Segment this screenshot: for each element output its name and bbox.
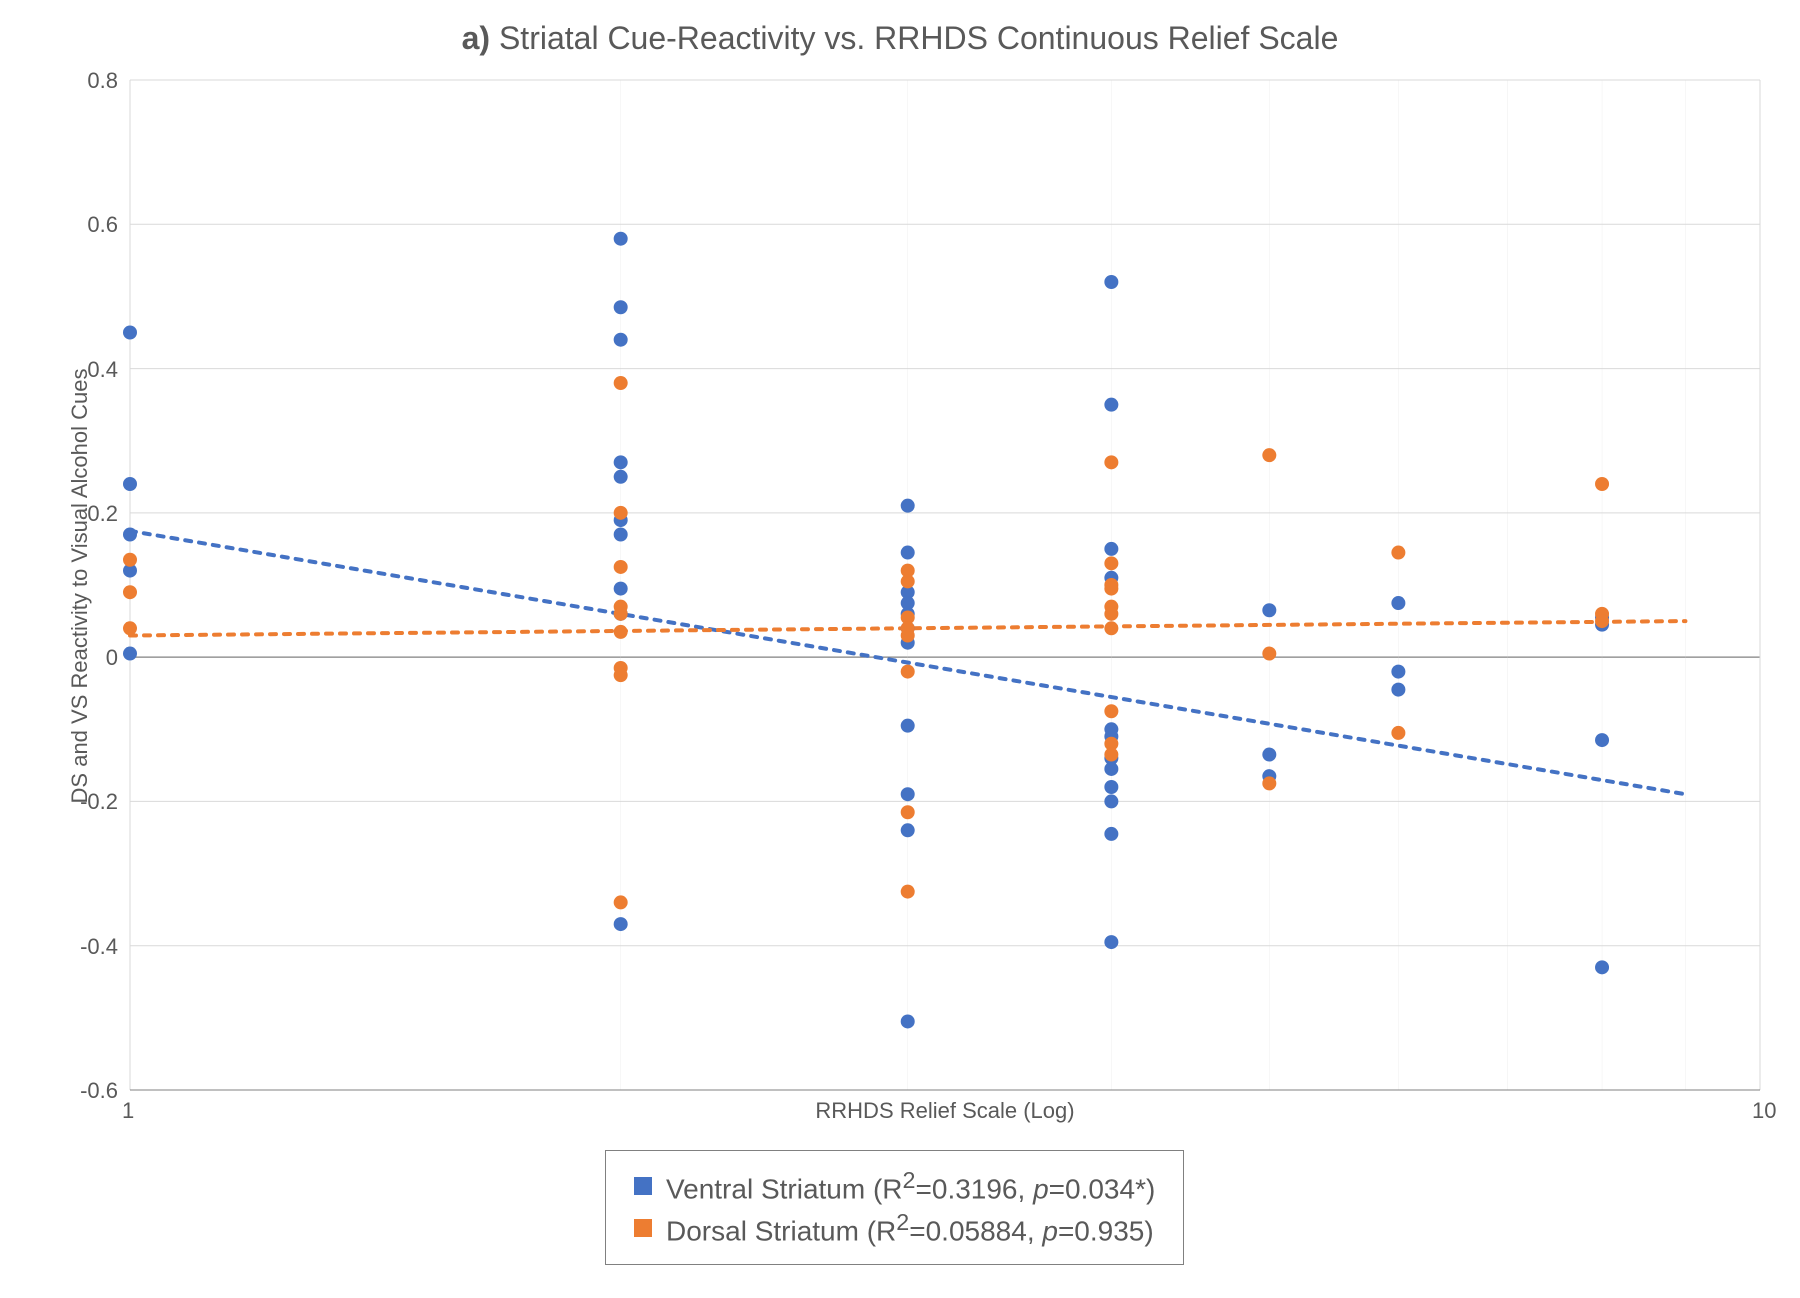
data-point: [901, 719, 915, 733]
data-point: [901, 574, 915, 588]
data-point: [614, 300, 628, 314]
data-point: [1104, 607, 1118, 621]
data-point: [901, 787, 915, 801]
data-point: [1262, 647, 1276, 661]
data-point: [1104, 762, 1118, 776]
scatter-plot: [20, 20, 1790, 1120]
data-point: [123, 553, 137, 567]
data-point: [1391, 596, 1405, 610]
y-axis-label: DS and VS Reactivity to Visual Alcohol C…: [67, 336, 93, 836]
data-point: [901, 885, 915, 899]
data-point: [1104, 704, 1118, 718]
data-point: [614, 607, 628, 621]
data-point: [901, 499, 915, 513]
data-point: [1104, 748, 1118, 762]
legend: Ventral Striatum (R2=0.3196, p=0.034*) Do…: [605, 1150, 1184, 1265]
y-tick-label: 0.8: [87, 68, 118, 94]
data-point: [614, 232, 628, 246]
data-point: [901, 823, 915, 837]
data-point: [1104, 455, 1118, 469]
x-tick-label: 1: [122, 1098, 134, 1124]
legend-marker: [634, 1177, 652, 1195]
data-point: [1104, 275, 1118, 289]
data-point: [1391, 665, 1405, 679]
y-tick-label: 0.2: [87, 501, 118, 527]
y-tick-label: 0.6: [87, 212, 118, 238]
data-point: [901, 621, 915, 635]
data-point: [123, 585, 137, 599]
data-point: [1104, 542, 1118, 556]
data-point: [614, 895, 628, 909]
data-point: [1262, 748, 1276, 762]
y-tick-label: -0.6: [80, 1078, 118, 1104]
data-point: [614, 625, 628, 639]
data-point: [1595, 614, 1609, 628]
data-point: [614, 333, 628, 347]
data-point: [1104, 827, 1118, 841]
data-point: [901, 1014, 915, 1028]
legend-text: Ventral Striatum (R2=0.3196, p=0.034*): [666, 1167, 1155, 1205]
y-tick-label: -0.2: [80, 789, 118, 815]
data-point: [901, 546, 915, 560]
y-tick-label: -0.4: [80, 934, 118, 960]
legend-row: Dorsal Striatum (R2=0.05884, p=0.935): [634, 1209, 1155, 1247]
data-point: [614, 528, 628, 542]
data-point: [614, 455, 628, 469]
data-point: [614, 470, 628, 484]
data-point: [901, 665, 915, 679]
legend-text: Dorsal Striatum (R2=0.05884, p=0.935): [666, 1209, 1154, 1247]
data-point: [1104, 556, 1118, 570]
data-point: [1104, 582, 1118, 596]
data-point: [1104, 935, 1118, 949]
data-point: [1104, 794, 1118, 808]
data-point: [123, 528, 137, 542]
data-point: [1262, 776, 1276, 790]
data-point: [123, 477, 137, 491]
data-point: [1104, 621, 1118, 635]
data-point: [1595, 960, 1609, 974]
data-point: [614, 582, 628, 596]
x-tick-label: 10: [1752, 1098, 1776, 1124]
data-point: [1262, 448, 1276, 462]
data-point: [1391, 683, 1405, 697]
x-axis-label: RRHDS Relief Scale (Log): [795, 1098, 1095, 1124]
data-point: [1262, 603, 1276, 617]
data-point: [1391, 726, 1405, 740]
y-tick-label: 0: [106, 645, 118, 671]
data-point: [614, 668, 628, 682]
data-point: [614, 376, 628, 390]
data-point: [123, 647, 137, 661]
data-point: [1595, 477, 1609, 491]
data-point: [1104, 398, 1118, 412]
data-point: [1595, 733, 1609, 747]
data-point: [614, 917, 628, 931]
chart-container: a) Striatal Cue-Reactivity vs. RRHDS Con…: [20, 20, 1780, 1278]
legend-row: Ventral Striatum (R2=0.3196, p=0.034*): [634, 1167, 1155, 1205]
data-point: [123, 326, 137, 340]
data-point: [614, 506, 628, 520]
data-point: [901, 805, 915, 819]
data-point: [1391, 546, 1405, 560]
legend-marker: [634, 1219, 652, 1237]
data-point: [614, 560, 628, 574]
data-point: [1104, 780, 1118, 794]
data-point: [123, 621, 137, 635]
y-tick-label: 0.4: [87, 357, 118, 383]
